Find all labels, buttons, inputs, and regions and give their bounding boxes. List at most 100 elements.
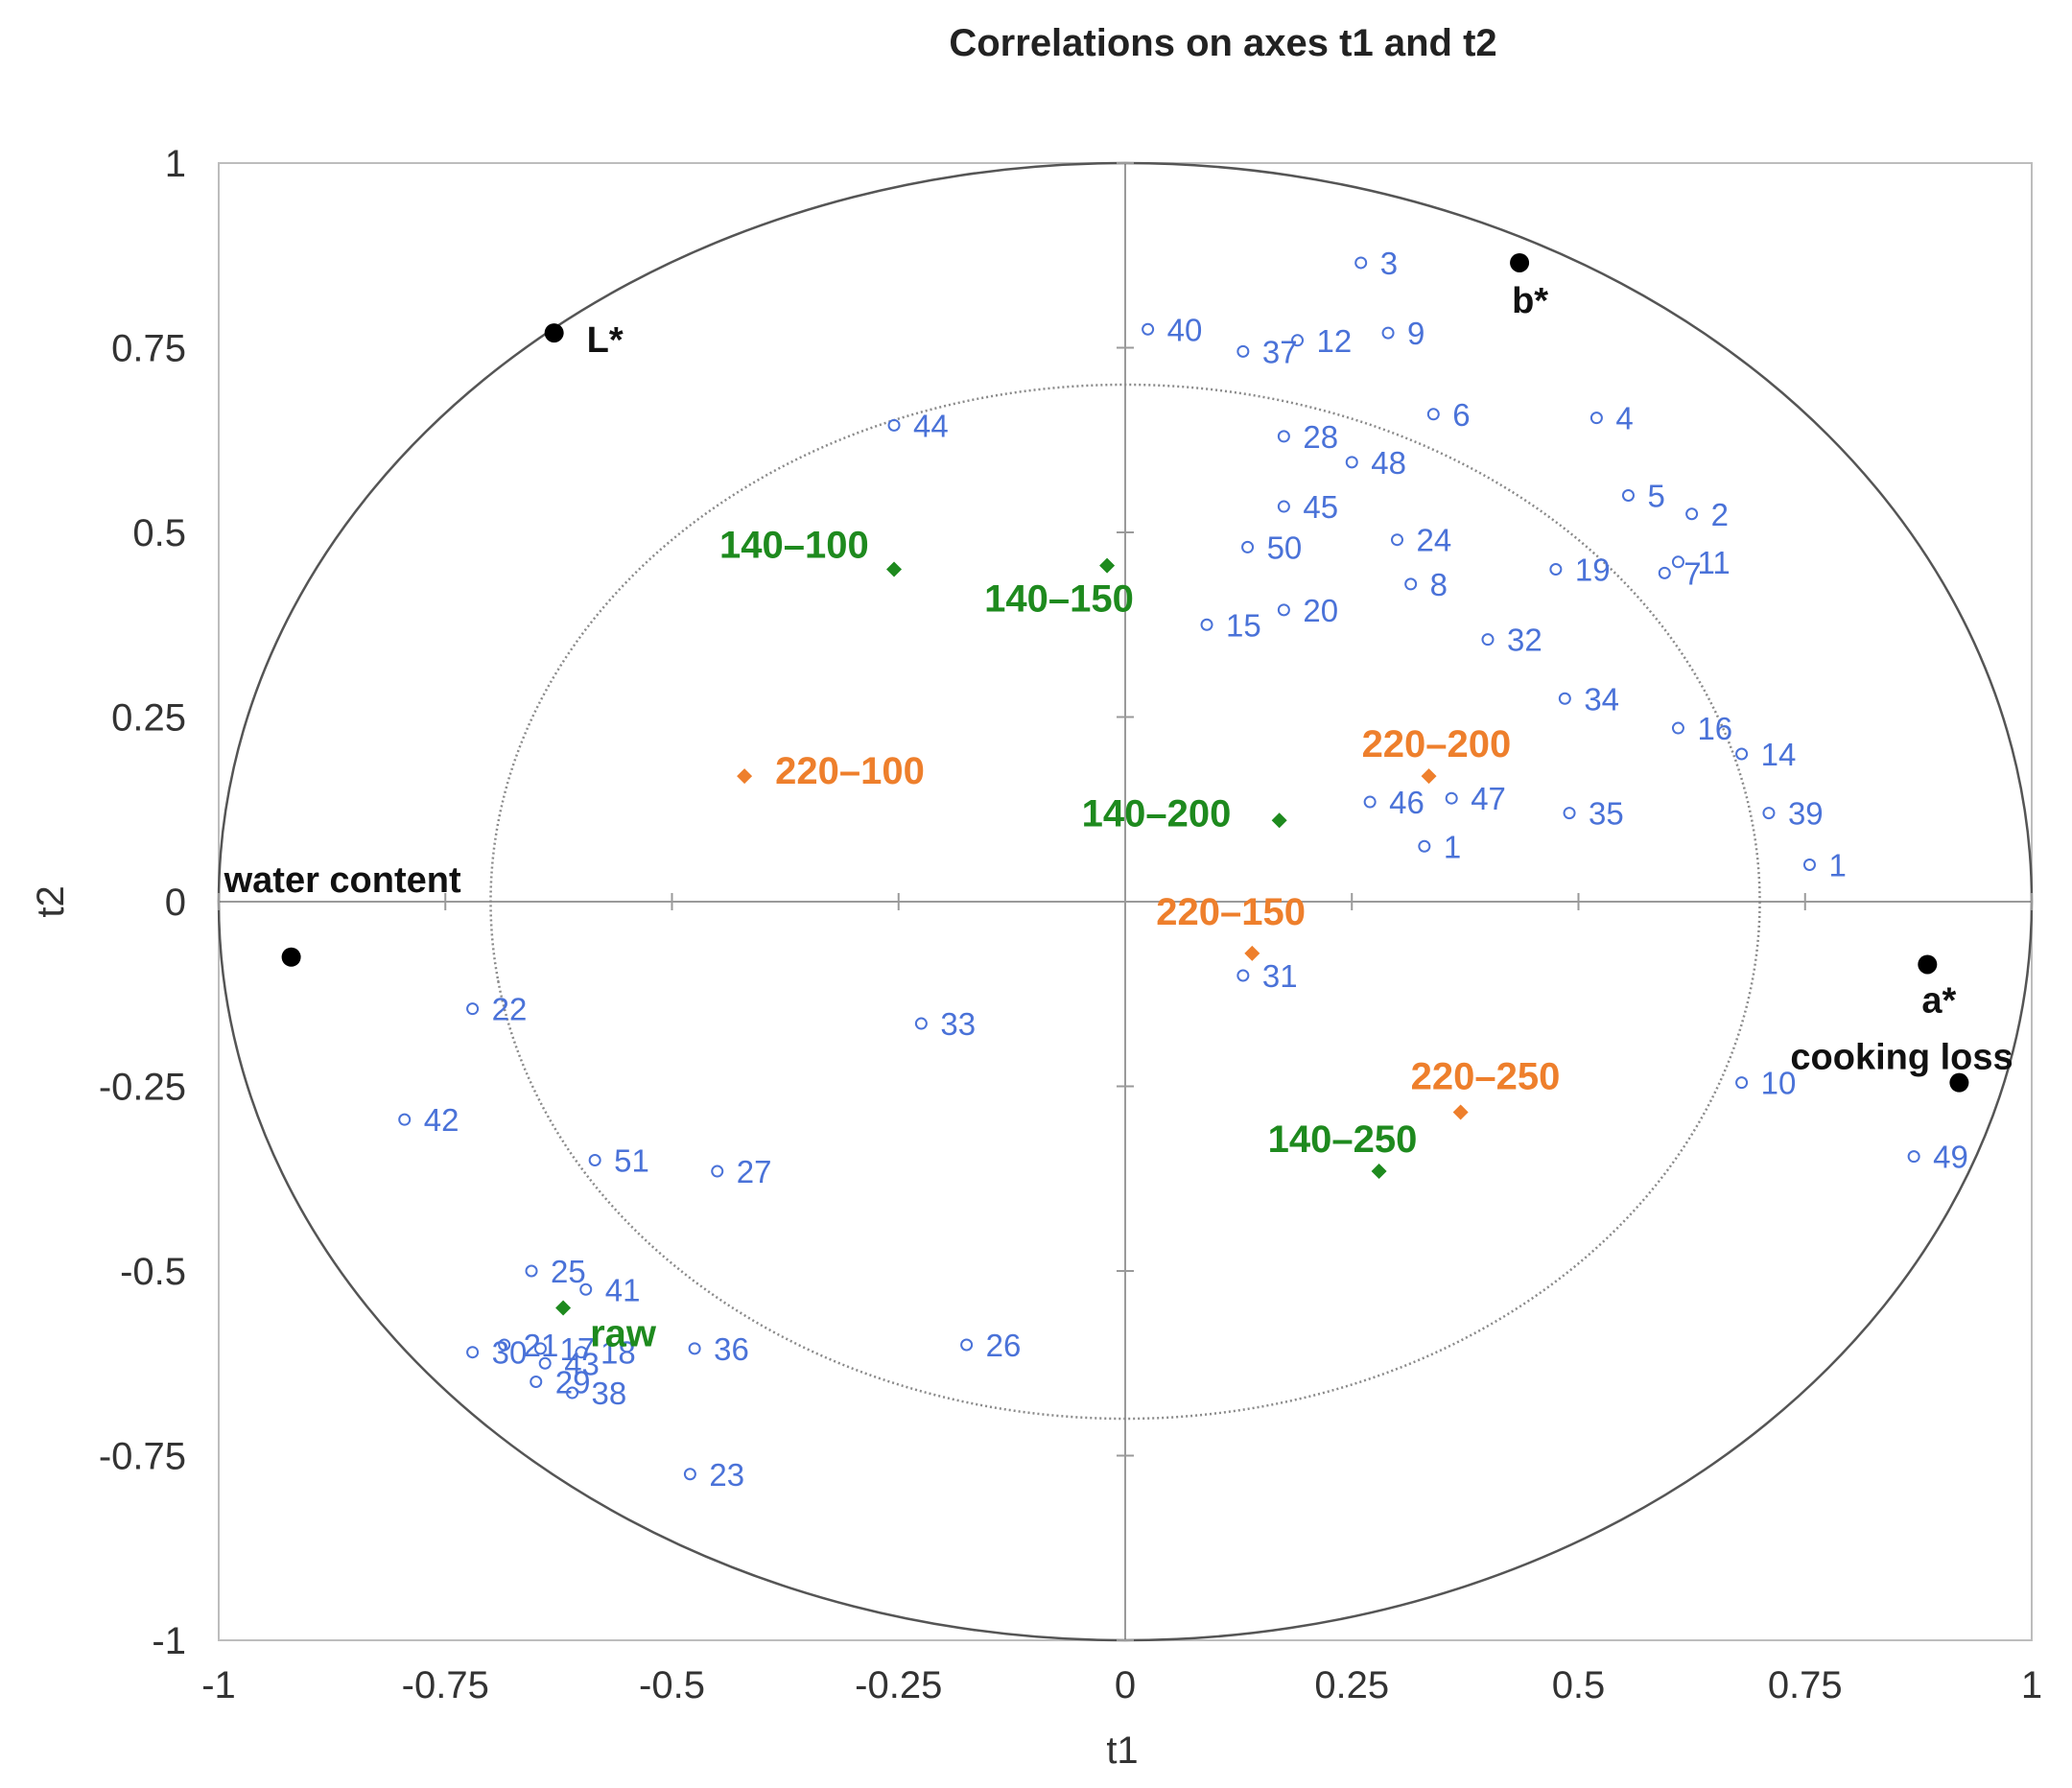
observation-point [1735, 1076, 1749, 1090]
x-tick-label: -0.25 [855, 1664, 942, 1706]
observation-point [1277, 500, 1290, 513]
observation-label: 14 [1761, 737, 1797, 772]
observation-label: 18 [600, 1335, 636, 1371]
x-axis-title: t1 [1106, 1729, 1138, 1772]
observation-label: 21 [524, 1328, 559, 1363]
treatment-label: 220–250 [1411, 1055, 1561, 1097]
observation-label: 24 [1417, 523, 1452, 558]
observation-label: 8 [1430, 567, 1448, 602]
treatment-label: 220–100 [775, 750, 925, 792]
observation-label: 29 [555, 1365, 591, 1400]
observation-label: 43 [564, 1346, 600, 1381]
y-tick-label: -0.5 [120, 1251, 186, 1293]
observation-label: 20 [1303, 593, 1338, 628]
y-tick-label: 0.25 [111, 697, 186, 740]
treatment-point [1371, 1164, 1387, 1180]
treatment-point [1452, 1104, 1469, 1120]
observation-label: 25 [551, 1254, 586, 1289]
variables-layer: L* b* water content a* cooking loss [224, 252, 2013, 1093]
chart-title: Correlations on axes t1 and t2 [949, 22, 1496, 64]
observation-label: 28 [1303, 419, 1338, 455]
treatment-label: 140–100 [719, 525, 869, 567]
x-tick-label: -0.5 [639, 1664, 705, 1706]
observation-label: 40 [1167, 312, 1203, 347]
y-tick-label: -0.75 [99, 1436, 186, 1478]
observation-point [960, 1338, 974, 1352]
observation-label: 51 [614, 1143, 649, 1179]
observation-label: 16 [1697, 711, 1732, 746]
observation-label: 46 [1389, 785, 1424, 820]
observation-label: 23 [709, 1457, 744, 1493]
observation-point [1549, 563, 1563, 576]
observation-point [1142, 322, 1155, 336]
observation-point [533, 1342, 547, 1355]
observation-point [530, 1376, 543, 1388]
observation-point [525, 1264, 538, 1278]
observation-label: 26 [986, 1328, 1022, 1363]
observation-point [588, 1154, 601, 1166]
observation-label: 1 [1444, 829, 1461, 864]
observation-point [1735, 747, 1749, 761]
observation-point [566, 1386, 579, 1400]
treatment-label: 140–250 [1268, 1118, 1418, 1161]
observation-point [1762, 807, 1776, 820]
observation-label: 34 [1584, 681, 1619, 717]
observation-point [1291, 334, 1305, 347]
observation-label: 22 [492, 992, 528, 1027]
observation-point [466, 1346, 480, 1359]
observation-label: 5 [1647, 479, 1664, 514]
observation-label: 30 [492, 1335, 528, 1371]
y-tick-label: 1 [165, 143, 186, 185]
observation-point [1426, 408, 1440, 421]
treatment-label: 220–200 [1362, 723, 1512, 765]
observation-point [1236, 344, 1250, 358]
y-tick-label: -1 [152, 1620, 186, 1662]
x-tick-label: 1 [2021, 1664, 2042, 1706]
observation-point [688, 1342, 701, 1355]
observation-label: 47 [1471, 781, 1506, 816]
observation-label: 27 [737, 1154, 772, 1189]
y-tick-label: 0.75 [111, 328, 186, 370]
treatment-point [1271, 812, 1287, 829]
observation-point [1363, 795, 1377, 809]
x-tick-label: 0.5 [1552, 1664, 1606, 1706]
observation-point [1671, 555, 1684, 569]
observation-label: 36 [714, 1331, 749, 1367]
observation-label: 42 [424, 1102, 459, 1138]
observation-point [1907, 1150, 1920, 1164]
treatment-label: 220–150 [1156, 891, 1306, 933]
observation-point [1200, 618, 1213, 631]
y-axis-title: t2 [30, 885, 72, 917]
treatment-label: raw [590, 1313, 657, 1355]
observation-point [1802, 859, 1816, 871]
observation-point [1445, 791, 1458, 805]
correlation-circle-inner [489, 383, 1761, 1421]
observation-label: 38 [592, 1376, 627, 1411]
observation-label: 49 [1933, 1140, 1968, 1175]
treatment-point [1244, 945, 1260, 961]
observation-label: 7 [1684, 555, 1701, 591]
observation-label: 39 [1788, 796, 1824, 832]
variable-point [544, 323, 564, 343]
variable-label: a* [1921, 980, 1956, 1021]
x-tick-label: 0 [1115, 1664, 1136, 1706]
observation-label: 35 [1589, 796, 1624, 832]
treatments-layer: 140–100 140–150 140–200 140–250 raw 220–100 22… [555, 525, 1560, 1355]
x-tick-label: 0.75 [1768, 1664, 1843, 1706]
x-tick-label: -1 [201, 1664, 236, 1706]
observation-point [398, 1113, 412, 1126]
y-tick-label: 0 [165, 882, 186, 924]
observation-point [1671, 721, 1684, 735]
observation-label: 15 [1226, 607, 1261, 643]
observation-point [1589, 412, 1603, 425]
y-tick-label: 0.5 [132, 512, 186, 554]
observation-label: 41 [605, 1272, 641, 1307]
observation-point [1563, 807, 1576, 820]
x-tick-label: 0.25 [1314, 1664, 1389, 1706]
x-tick-label: -0.75 [402, 1664, 489, 1706]
variable-point [281, 947, 301, 967]
observation-point [1621, 489, 1635, 502]
observation-label: 45 [1303, 489, 1338, 525]
variable-point [1510, 252, 1530, 272]
